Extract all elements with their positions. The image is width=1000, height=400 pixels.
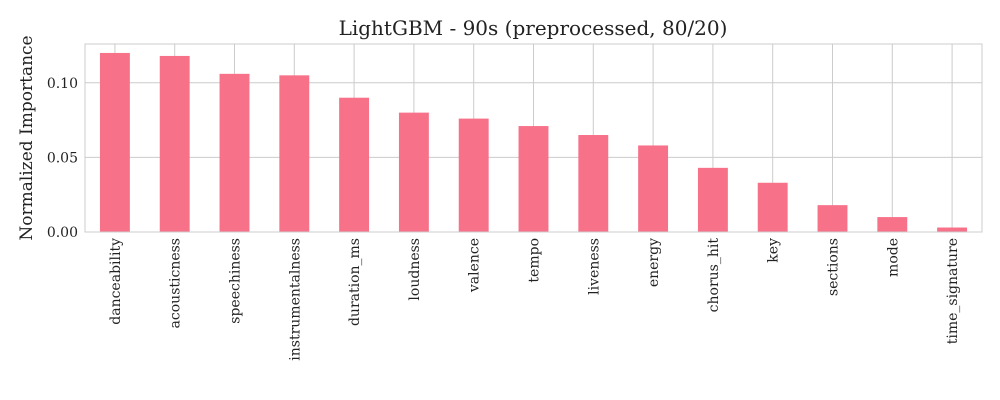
x-tick-label-duration_ms: duration_ms [347, 238, 363, 326]
y-tick-layer: 0.00 0.05 0.10 [47, 76, 78, 241]
bar-energy [638, 145, 669, 232]
bar-key [757, 182, 788, 232]
x-tick-label-sections: sections [826, 238, 842, 296]
bars-layer [99, 52, 968, 233]
bar-valence [458, 118, 489, 232]
x-tick-label-time_signature: time_signature [945, 238, 961, 344]
bar-sections [817, 205, 848, 232]
y-axis-label: Normalized Importance [17, 35, 37, 240]
bar-duration_ms [339, 97, 370, 232]
bar-loudness [398, 112, 429, 232]
bar-chorus_hit [697, 167, 728, 232]
bar-acousticness [159, 55, 190, 232]
x-tick-label-chorus_hit: chorus_hit [706, 238, 722, 313]
y-tick-label: 0.05 [47, 150, 78, 166]
bar-time_signature [937, 227, 968, 232]
bar-tempo [518, 126, 549, 232]
plot-frame [84, 43, 983, 233]
x-tick-label-tempo: tempo [527, 238, 543, 283]
chart-title: LightGBM - 90s (preprocessed, 80/20) [339, 16, 728, 40]
x-tick-label-instrumentalness: instrumentalness [287, 238, 303, 361]
x-tick-label-loudness: loudness [407, 238, 423, 301]
x-tick-label-speechiness: speechiness [228, 238, 244, 324]
y-tick-label: 0.00 [47, 225, 78, 241]
x-tick-label-valence: valence [467, 238, 483, 293]
x-tick-label-key: key [766, 238, 782, 263]
bar-mode [877, 217, 908, 232]
bar-liveness [578, 135, 609, 232]
bar-danceability [99, 52, 130, 233]
x-tick-layer: danceability acousticness speechiness instr… [108, 238, 961, 361]
x-tick-label-energy: energy [646, 238, 662, 287]
x-tick-label-acousticness: acousticness [168, 238, 184, 328]
bar-speechiness [219, 73, 250, 232]
y-tick-label: 0.10 [47, 76, 78, 92]
bar-instrumentalness [279, 75, 310, 232]
x-tick-label-mode: mode [885, 238, 901, 277]
x-tick-label-danceability: danceability [108, 238, 124, 325]
x-tick-label-liveness: liveness [586, 238, 602, 295]
